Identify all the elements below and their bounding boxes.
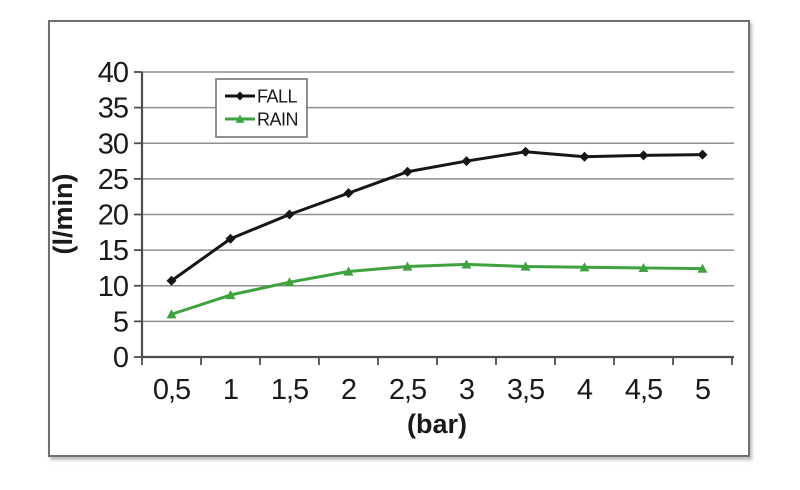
- legend: FALL RAIN: [215, 78, 308, 138]
- x-tick-label: 0,5: [153, 374, 190, 406]
- x-tick-labels: 0,5 1 1,5 2 2,5 3 3,5 4 4,5 5: [153, 374, 711, 406]
- y-tick-marks: [134, 71, 142, 358]
- triangle-marker: [638, 262, 649, 273]
- series-markers-rain: [166, 259, 708, 319]
- triangle-marker: [520, 261, 531, 271]
- x-tick-label: 3: [459, 374, 474, 406]
- triangle-marker: [402, 261, 413, 271]
- legend-entry-rain: RAIN: [225, 110, 299, 130]
- series-markers-fall: [166, 146, 708, 286]
- x-tick-label: 3,5: [507, 374, 544, 406]
- y-tick-label: 10: [98, 271, 128, 303]
- x-tick-label: 2,5: [389, 374, 426, 406]
- triangle-marker: [225, 290, 236, 300]
- legend-label: RAIN: [257, 110, 298, 130]
- triangle-marker: [697, 263, 708, 273]
- diamond-marker: [520, 146, 531, 157]
- triangle-marker: [579, 262, 590, 272]
- diamond-marker: [284, 209, 295, 220]
- x-tick-label: 1,5: [271, 374, 308, 406]
- diamond-marker: [697, 149, 708, 160]
- x-tick-label: 2: [341, 374, 356, 406]
- y-tick-label: 15: [98, 235, 128, 267]
- triangle-marker: [166, 309, 177, 319]
- legend-triangle-marker: [235, 114, 245, 123]
- y-tick-label: 0: [113, 342, 128, 374]
- diamond-marker: [638, 150, 649, 161]
- legend-entry-fall: FALL: [225, 87, 298, 107]
- x-tick-label: 5: [695, 374, 710, 406]
- triangle-marker: [343, 266, 354, 276]
- triangle-marker: [461, 259, 472, 269]
- series-line-rain: [170, 262, 704, 316]
- y-tick-label: 25: [98, 164, 128, 196]
- diamond-marker: [579, 151, 590, 162]
- x-tick-label: 4,5: [625, 374, 662, 406]
- legend-label: FALL: [257, 87, 298, 107]
- y-tick-label: 5: [113, 306, 128, 338]
- legend-box: [215, 78, 308, 138]
- triangle-marker: [284, 277, 295, 287]
- y-tick-label: 35: [98, 93, 128, 125]
- x-tick-marks: [141, 357, 733, 365]
- y-tick-label: 40: [98, 57, 128, 89]
- diamond-marker: [225, 233, 236, 244]
- diamond-marker: [402, 166, 413, 177]
- y-tick-label: 20: [98, 200, 128, 232]
- x-tick-label: 4: [577, 374, 593, 406]
- y-axis-label: (l/min): [50, 174, 78, 255]
- diamond-marker: [461, 156, 472, 167]
- series-line-fall: [170, 150, 704, 283]
- diamond-marker: [343, 188, 354, 199]
- x-axis-label: (bar): [407, 409, 467, 439]
- chart-frame: 0 5 10 15 20 25 30 35 40 0,5 1 1,5 2 2,5 3 3,5 4 4,5 5 FALL…: [48, 20, 750, 457]
- diamond-marker: [166, 275, 177, 286]
- y-tick-label: 30: [98, 128, 128, 160]
- legend-diamond-marker: [235, 91, 245, 101]
- x-tick-label: 1: [223, 374, 238, 406]
